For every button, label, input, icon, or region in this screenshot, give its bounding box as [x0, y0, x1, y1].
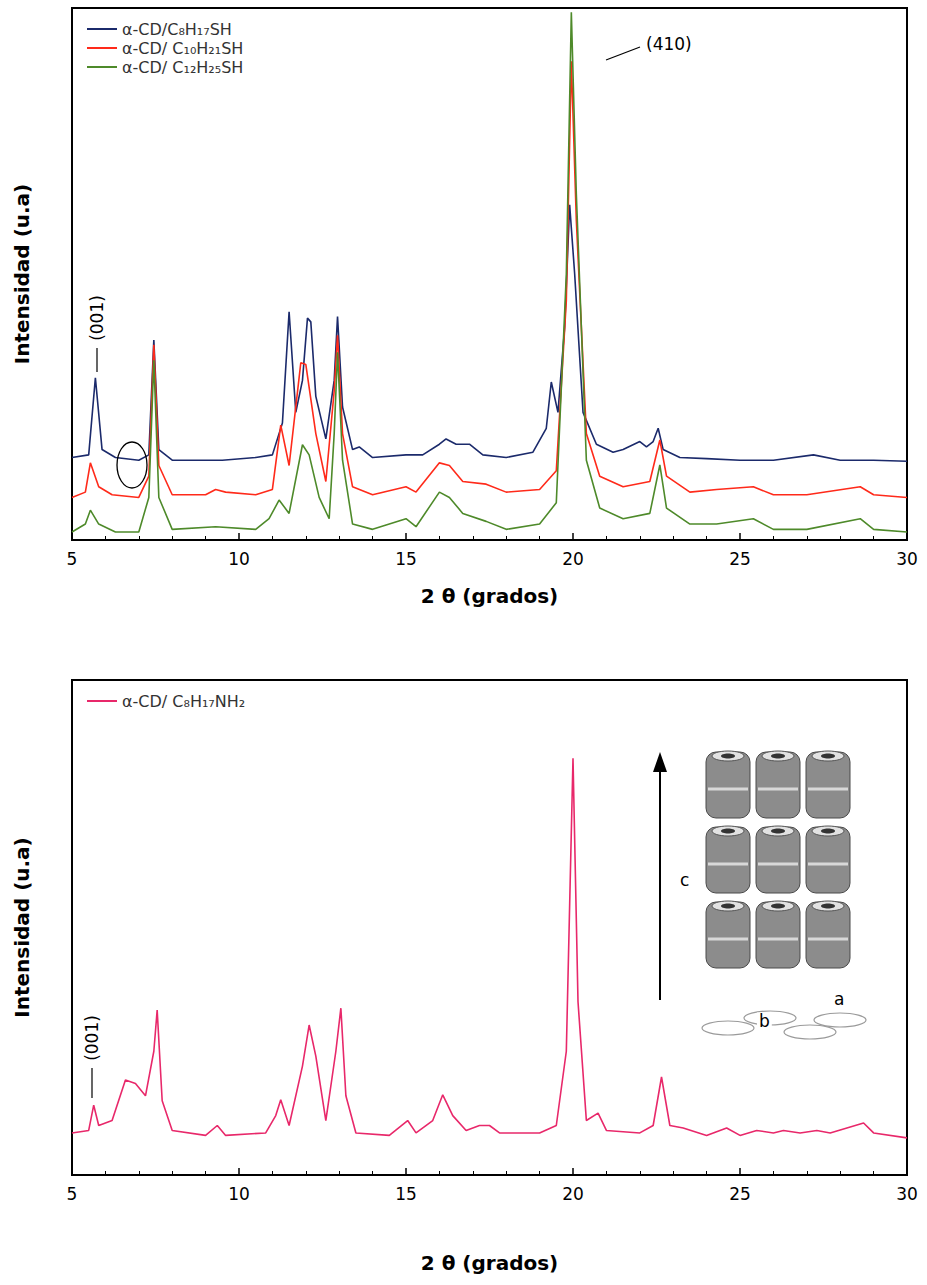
svg-text:a: a [834, 989, 844, 1009]
svg-text:α-CD/ C₈H₁₇NH₂: α-CD/ C₈H₁₇NH₂ [122, 692, 245, 711]
svg-text:20: 20 [562, 549, 584, 569]
svg-text:10: 10 [228, 549, 250, 569]
svg-text:Intensidad (u.a): Intensidad (u.a) [10, 837, 34, 1018]
svg-text:(001): (001) [87, 295, 107, 341]
svg-text:30: 30 [896, 549, 918, 569]
svg-text:25: 25 [729, 549, 751, 569]
svg-text:10: 10 [228, 1184, 250, 1204]
svg-text:α-CD/ C₁₂H₂₅SH: α-CD/ C₁₂H₂₅SH [122, 58, 243, 77]
svg-text:20: 20 [562, 1184, 584, 1204]
svg-text:α-CD/C₈H₁₇SH: α-CD/C₈H₁₇SH [122, 20, 232, 39]
svg-text:30: 30 [896, 1184, 918, 1204]
svg-text:15: 15 [395, 1184, 417, 1204]
svg-text:b: b [759, 1011, 770, 1031]
svg-text:25: 25 [729, 1184, 751, 1204]
svg-text:(410): (410) [646, 34, 692, 54]
svg-text:c: c [680, 870, 689, 890]
svg-text:5: 5 [67, 1184, 78, 1204]
svg-text:2 θ (grados): 2 θ (grados) [421, 584, 559, 608]
svg-text:α-CD/ C₁₀H₂₁SH: α-CD/ C₁₀H₂₁SH [122, 39, 243, 58]
svg-text:Intensidad (u.a): Intensidad (u.a) [10, 184, 34, 365]
svg-text:(001): (001) [82, 1015, 102, 1061]
svg-text:2 θ (grados): 2 θ (grados) [421, 1251, 559, 1275]
svg-text:5: 5 [67, 549, 78, 569]
svg-text:15: 15 [395, 549, 417, 569]
